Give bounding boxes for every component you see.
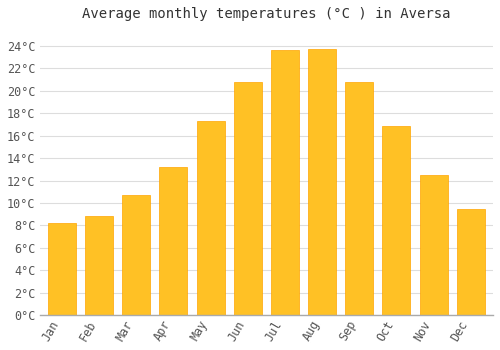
Bar: [271, 50, 299, 315]
Bar: [196, 121, 224, 315]
Bar: [160, 167, 188, 315]
Bar: [308, 49, 336, 315]
Bar: [382, 126, 410, 315]
Title: Average monthly temperatures (°C ) in Aversa: Average monthly temperatures (°C ) in Av…: [82, 7, 450, 21]
Bar: [234, 82, 262, 315]
Bar: [85, 217, 113, 315]
Bar: [420, 175, 448, 315]
Bar: [122, 195, 150, 315]
Bar: [48, 223, 76, 315]
Bar: [457, 209, 484, 315]
Bar: [346, 82, 373, 315]
